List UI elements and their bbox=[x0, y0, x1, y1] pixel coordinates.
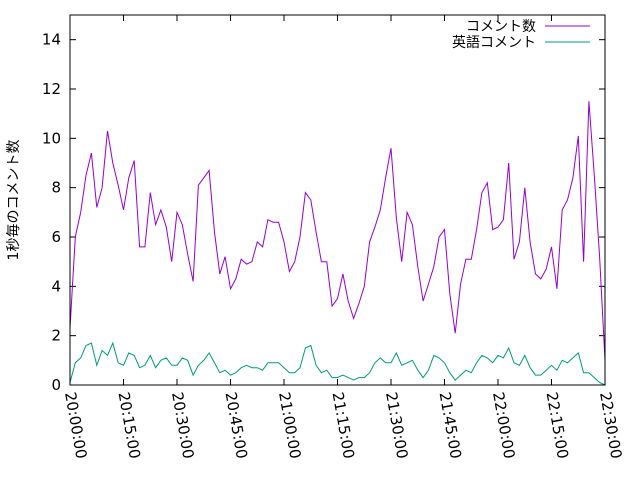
x-tick-label: 22:30:00 bbox=[596, 391, 625, 460]
y-axis-label: 1秒毎のコメント数 bbox=[6, 140, 22, 261]
y-tick-label: 8 bbox=[51, 179, 61, 197]
y-tick-label: 0 bbox=[51, 376, 61, 394]
legend-label: 英語コメント bbox=[452, 34, 536, 51]
y-tick-label: 14 bbox=[42, 31, 61, 49]
x-tick-label: 22:00:00 bbox=[489, 391, 518, 460]
y-tick-label: 6 bbox=[51, 228, 61, 246]
x-tick-label: 22:15:00 bbox=[543, 391, 572, 460]
x-tick-label: 21:30:00 bbox=[382, 391, 411, 460]
series-line-1 bbox=[69, 341, 606, 386]
y-tick-label: 2 bbox=[51, 327, 61, 345]
series-line-0 bbox=[69, 101, 606, 361]
x-tick-label: 21:15:00 bbox=[329, 391, 358, 460]
x-tick-label: 20:45:00 bbox=[222, 391, 251, 460]
y-tick-label: 4 bbox=[51, 277, 61, 295]
x-tick-label: 20:00:00 bbox=[61, 391, 90, 460]
plot-frame bbox=[69, 14, 606, 386]
legend-label: コメント数 bbox=[466, 19, 536, 35]
y-tick-label: 12 bbox=[42, 80, 61, 98]
x-tick-label: 21:00:00 bbox=[275, 391, 304, 460]
plot-area bbox=[69, 101, 606, 386]
x-tick-label: 20:30:00 bbox=[168, 391, 197, 460]
x-tick-label: 20:15:00 bbox=[115, 391, 144, 460]
y-axis: 0 2 4 6 8 10 12 14 bbox=[42, 31, 605, 394]
y-tick-label: 10 bbox=[42, 129, 61, 147]
x-tick-label: 21:45:00 bbox=[436, 391, 465, 460]
